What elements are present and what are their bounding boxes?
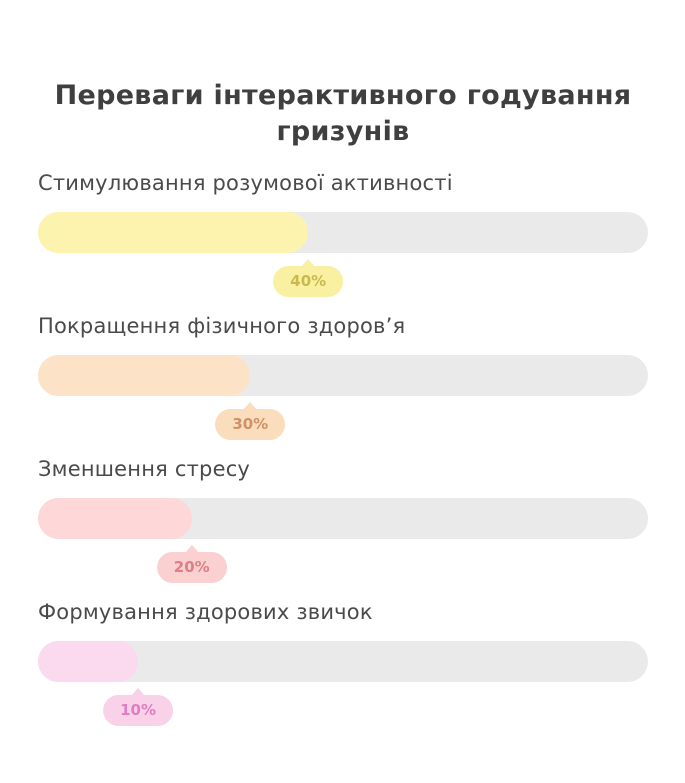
value-bubble-row: 30% — [38, 402, 648, 441]
value-bubble: 20% — [156, 545, 227, 584]
bar-track — [38, 498, 648, 540]
value-bubble-row: 40% — [38, 259, 648, 298]
value-label: 40% — [290, 272, 327, 291]
bar-row-stress-reduction: Зменшення стресу 20% — [38, 457, 648, 584]
value-bubble: 30% — [215, 402, 286, 441]
bar-fill — [38, 641, 139, 683]
bar-fill — [38, 355, 251, 397]
bar-track — [38, 355, 648, 397]
bar-row-physical-health: Покращення фізичного здоров’я 30% — [38, 314, 648, 441]
bubble-tail-icon — [242, 402, 259, 412]
value-label: 10% — [120, 701, 156, 720]
bar-chart: Стимулювання розумової активності 40% По… — [38, 171, 648, 727]
bar-track — [38, 212, 648, 254]
bar-category-label: Зменшення стресу — [38, 457, 251, 482]
bar-row-healthy-habits: Формування здорових звичок 10% — [38, 600, 648, 727]
bar-fill — [38, 212, 309, 254]
bar-row-mental-activity: Стимулювання розумової активності 40% — [38, 171, 648, 298]
bar-fill — [38, 498, 192, 540]
value-label: 30% — [232, 415, 269, 434]
bubble-tail-icon — [300, 259, 317, 269]
bubble-tail-icon — [130, 688, 147, 698]
value-bubble-row: 20% — [38, 545, 648, 584]
value-bubble: 40% — [273, 259, 344, 298]
value-label: 20% — [173, 558, 210, 577]
bar-category-label: Стимулювання розумової активності — [38, 171, 453, 196]
bubble-tail-icon — [183, 545, 200, 555]
bar-category-label: Формування здорових звичок — [38, 600, 373, 625]
value-bubble: 10% — [103, 688, 173, 727]
value-bubble-row: 10% — [38, 688, 648, 727]
bar-track — [38, 641, 648, 683]
bar-category-label: Покращення фізичного здоров’я — [38, 314, 406, 339]
chart-title: Переваги інтерактивного годування гризун… — [54, 80, 632, 147]
